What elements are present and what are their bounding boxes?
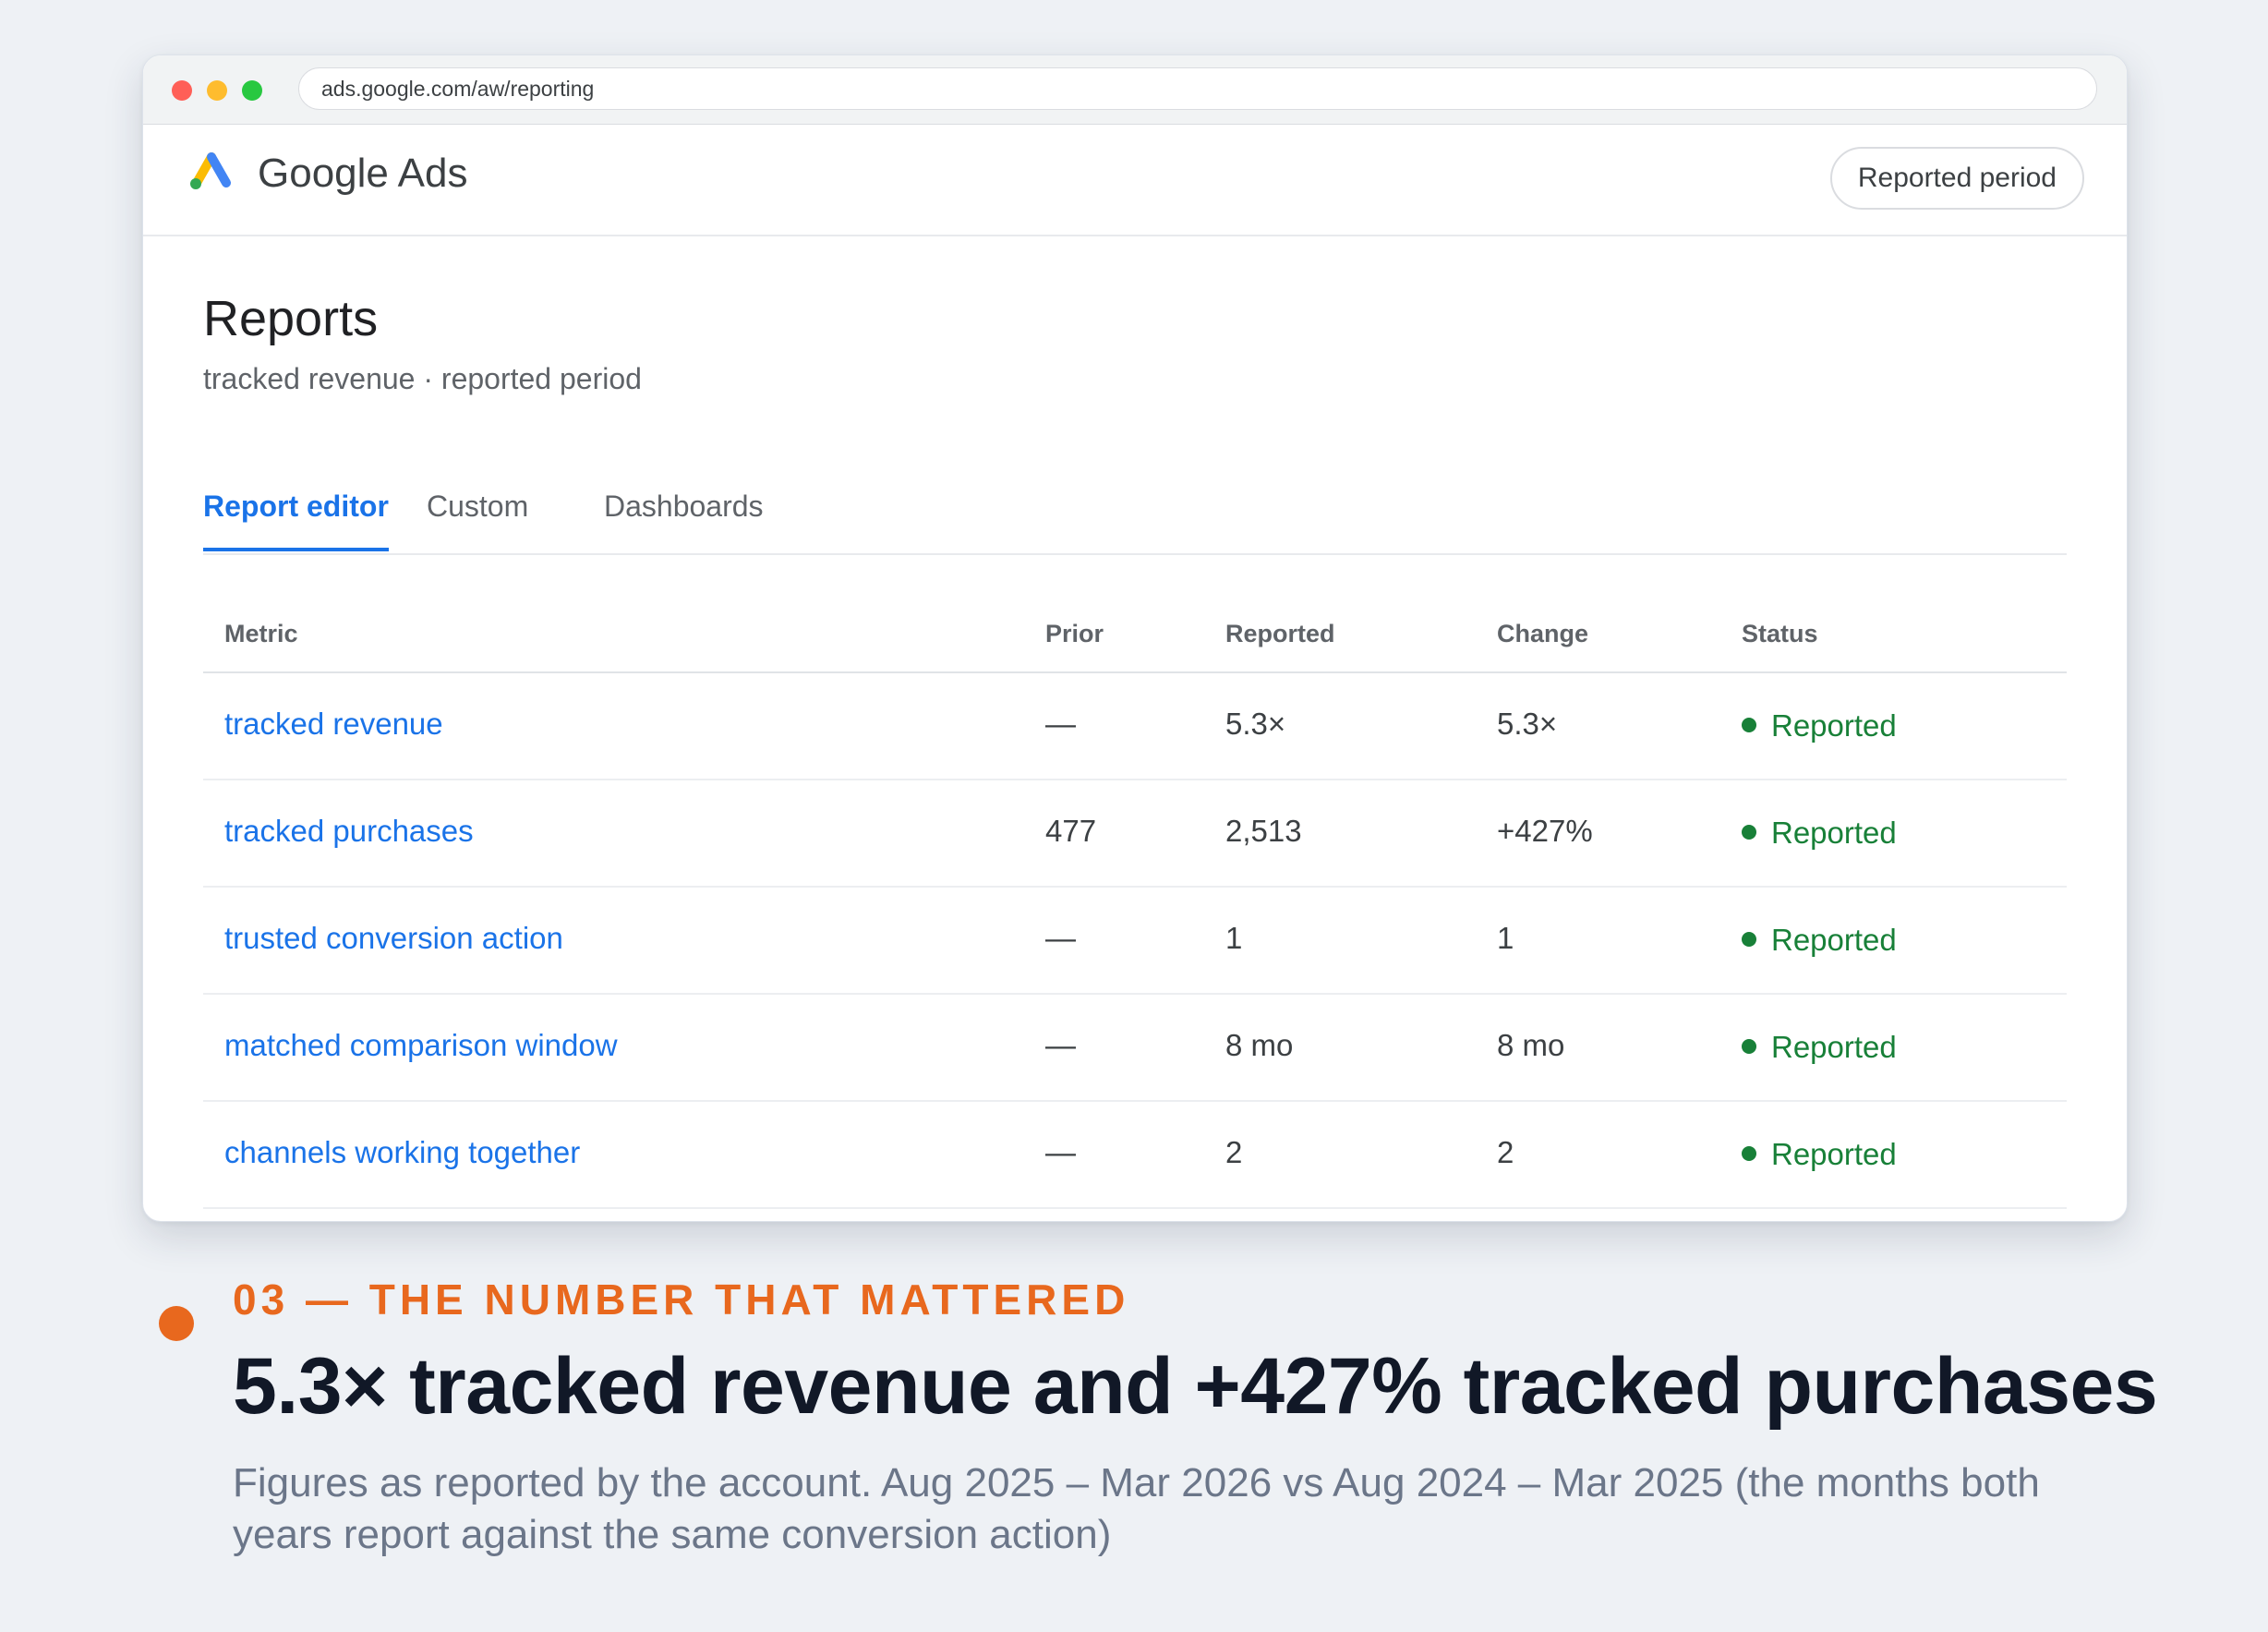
page-subtitle: tracked revenue · reported period: [203, 362, 642, 395]
column-header-change[interactable]: Change: [1497, 620, 1589, 647]
prior-value: —: [1045, 921, 1076, 955]
address-bar[interactable]: ads.google.com/aw/reporting: [298, 67, 2097, 110]
reported-value: 2: [1225, 1135, 1243, 1169]
page-title: Reports: [203, 291, 379, 346]
browser-window: ads.google.com/aw/reporting Google Ads R…: [142, 54, 2128, 1222]
prior-value: 477: [1045, 814, 1097, 848]
status-label: Reported: [1771, 1030, 1897, 1064]
table-header-row: Metric Prior Reported Change Status: [203, 596, 2067, 673]
status-dot-icon: [1742, 932, 1756, 948]
status-badge: Reported: [1742, 923, 1897, 958]
status-dot-icon: [1742, 825, 1756, 840]
status-badge: Reported: [1742, 816, 1897, 851]
maximize-window-button[interactable]: [242, 80, 262, 101]
change-value: 5.3×: [1497, 707, 1558, 741]
tab-report-editor[interactable]: Report editor: [203, 476, 389, 551]
caption: Figures as reported by the account. Aug …: [233, 1460, 2040, 1557]
report-tabs: Report editor Custom Dashboards: [203, 476, 2067, 555]
table-row: tracked revenue — 5.3× 5.3× Reported: [203, 673, 2067, 780]
table-row: trusted conversion action — 1 1 Reported: [203, 888, 2067, 995]
prior-value: —: [1045, 707, 1076, 741]
table-row: channels working together — 2 2 Reported: [203, 1102, 2067, 1209]
status-badge: Reported: [1742, 1030, 1897, 1065]
table-row: matched comparison window — 8 mo 8 mo Re…: [203, 995, 2067, 1102]
reported-value: 8 mo: [1225, 1028, 1294, 1062]
column-header-metric[interactable]: Metric: [224, 620, 298, 647]
column-header-prior[interactable]: Prior: [1045, 620, 1104, 647]
metric-link[interactable]: trusted conversion action: [224, 921, 563, 955]
status-badge: Reported: [1742, 708, 1897, 743]
report-table: Metric Prior Reported Change Status trac…: [203, 596, 2067, 1209]
close-window-button[interactable]: [172, 80, 192, 101]
status-label: Reported: [1771, 708, 1897, 743]
headline: 5.3× tracked revenue and +427% tracked p…: [233, 1342, 2158, 1431]
status-dot-icon: [1742, 1146, 1756, 1162]
column-header-status[interactable]: Status: [1742, 620, 1818, 647]
metric-link[interactable]: tracked purchases: [224, 814, 474, 848]
browser-chrome: ads.google.com/aw/reporting: [143, 55, 2127, 125]
metric-link[interactable]: channels working together: [224, 1135, 581, 1169]
tab-custom[interactable]: Custom: [427, 490, 529, 523]
change-value: 2: [1497, 1135, 1514, 1169]
change-value: 1: [1497, 921, 1514, 955]
prior-value: —: [1045, 1135, 1076, 1169]
status-label: Reported: [1771, 923, 1897, 957]
prior-value: —: [1045, 1028, 1076, 1062]
app-title: Google Ads: [258, 151, 468, 196]
status-badge: Reported: [1742, 1137, 1897, 1172]
column-header-reported[interactable]: Reported: [1225, 620, 1335, 647]
metric-link[interactable]: matched comparison window: [224, 1028, 618, 1062]
status-dot-icon: [1742, 1039, 1756, 1055]
reported-value: 2,513: [1225, 814, 1302, 848]
reported-value: 1: [1225, 921, 1243, 955]
section-kicker: 03 — THE NUMBER THAT MATTERED: [233, 1275, 1130, 1324]
change-value: 8 mo: [1497, 1028, 1565, 1062]
metric-link[interactable]: tracked revenue: [224, 707, 443, 741]
status-dot-icon: [1742, 718, 1756, 733]
reported-period-button[interactable]: Reported period: [1829, 147, 2084, 210]
status-label: Reported: [1771, 816, 1897, 850]
status-label: Reported: [1771, 1137, 1897, 1171]
app-header: Google Ads Reported period: [143, 125, 2127, 236]
table-row: tracked purchases 477 2,513 +427% Report…: [203, 780, 2067, 888]
reported-value: 5.3×: [1225, 707, 1286, 741]
google-ads-logo-icon: [190, 152, 231, 189]
change-value: +427%: [1497, 814, 1593, 848]
tab-dashboards[interactable]: Dashboards: [604, 490, 764, 523]
orange-bullet-icon: [159, 1306, 194, 1341]
minimize-window-button[interactable]: [207, 80, 227, 101]
